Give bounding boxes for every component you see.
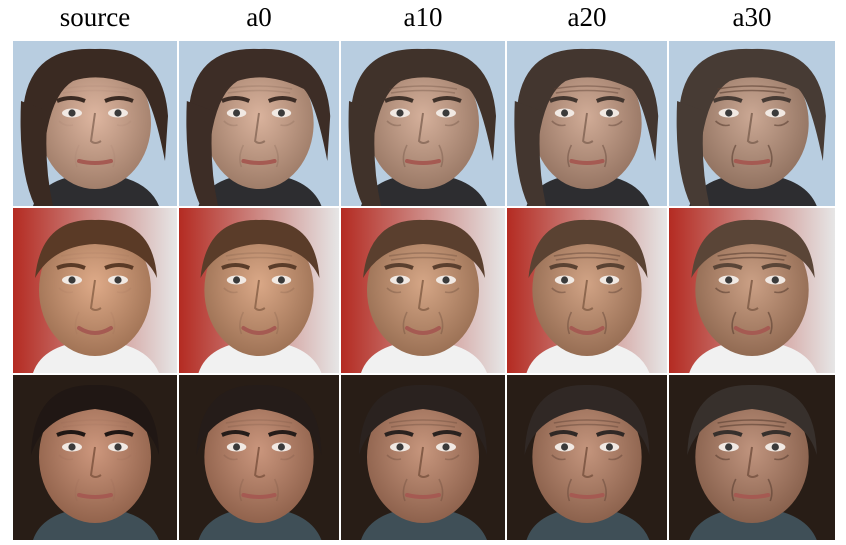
face-image-r2-a30 (669, 208, 835, 373)
face-image-r1-a10 (341, 41, 505, 206)
column-label-a10: a10 (403, 1, 443, 32)
face-image-r3-a30 (669, 375, 835, 540)
face-image-r2-a0 (179, 208, 339, 373)
face-image-r2-a10 (341, 208, 505, 373)
column-label-a20: a20 (567, 1, 607, 32)
column-label-a30: a30 (732, 1, 772, 32)
column-label-source: source (59, 1, 131, 32)
face-image-r1-source (13, 41, 177, 206)
face-image-r2-source (13, 208, 177, 373)
face-image-r3-a20 (507, 375, 667, 540)
face-image-r2-a20 (507, 208, 667, 373)
face-image-r1-a0 (179, 41, 339, 206)
face-image-r3-source (13, 375, 177, 540)
face-image-r1-a20 (507, 41, 667, 206)
column-label-a0: a0 (246, 1, 272, 32)
face-image-r3-a0 (179, 375, 339, 540)
face-image-r3-a10 (341, 375, 505, 540)
face-image-r1-a30 (669, 41, 835, 206)
